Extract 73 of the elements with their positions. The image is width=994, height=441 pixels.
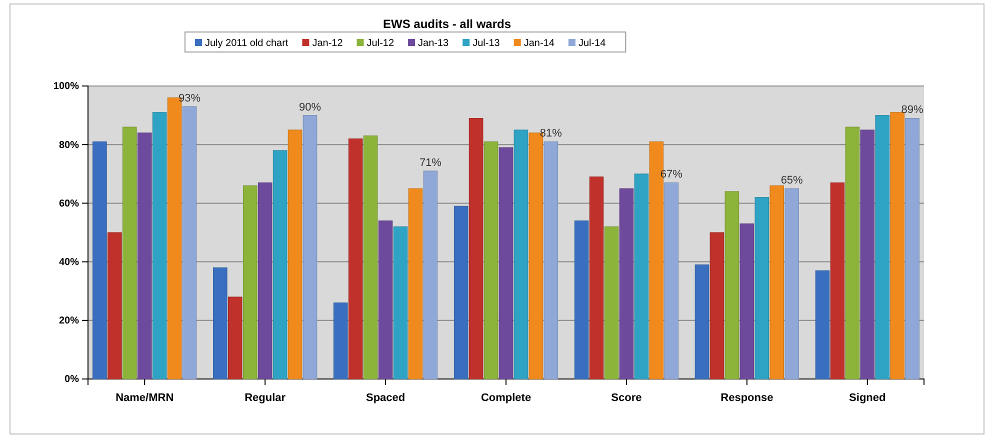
data-label: 81% — [540, 128, 562, 140]
y-tick-label: 60% — [58, 198, 80, 210]
bar — [784, 188, 799, 380]
bar — [348, 138, 363, 380]
legend-label: Jan-12 — [312, 38, 344, 49]
bar — [664, 182, 679, 380]
legend-label: Jul-13 — [472, 38, 500, 49]
y-tick-label: 40% — [58, 257, 80, 268]
bar — [378, 220, 393, 380]
y-tick-label: 0% — [64, 374, 80, 386]
bar — [242, 185, 258, 380]
bar — [860, 130, 875, 380]
bar — [152, 112, 167, 380]
bar — [363, 136, 378, 380]
bar — [845, 126, 860, 380]
x-tick-label: Name/MRN — [116, 392, 174, 404]
x-tick-label: Signed — [849, 392, 886, 404]
y-tick-label: 20% — [58, 316, 80, 327]
data-label: 71% — [419, 156, 442, 169]
bar — [589, 176, 604, 380]
legend-label: Jan-14 — [524, 38, 555, 49]
bar — [724, 191, 740, 380]
legend-label: July 2011 old chart — [205, 38, 288, 49]
bar — [890, 112, 904, 380]
bar — [108, 232, 122, 380]
bar — [830, 182, 845, 380]
bar — [514, 130, 528, 380]
bar — [468, 118, 484, 380]
legend-label: Jul-12 — [366, 38, 394, 49]
bar — [393, 226, 408, 380]
bar — [574, 220, 589, 380]
bar — [272, 150, 288, 380]
chart-title: EWS audits - all wards — [382, 17, 512, 31]
data-label: 93% — [178, 92, 201, 105]
legend-label: Jan-13 — [418, 38, 450, 49]
bar — [454, 206, 468, 380]
bar — [694, 264, 710, 380]
bar — [544, 141, 558, 380]
bar — [302, 115, 318, 380]
bar — [408, 188, 423, 380]
bar — [619, 188, 634, 380]
bar — [258, 182, 272, 380]
bar — [754, 197, 770, 380]
bar — [423, 170, 438, 380]
legend-label: Jul-14 — [578, 38, 606, 49]
bar — [122, 126, 137, 380]
x-tick-label: Spaced — [366, 392, 406, 404]
x-tick-label: Complete — [480, 392, 532, 404]
bar — [634, 174, 649, 380]
bar — [288, 130, 302, 380]
bar — [137, 132, 152, 380]
bar — [604, 226, 619, 380]
bar — [228, 296, 242, 380]
bar — [484, 141, 498, 380]
bar — [875, 115, 890, 380]
y-tick-label: 100% — [53, 81, 80, 92]
bar — [770, 185, 784, 380]
bar — [498, 147, 514, 380]
bar — [92, 141, 107, 380]
x-tick-label: Score — [611, 392, 642, 404]
bar — [710, 232, 724, 380]
x-tick-label: Response — [720, 392, 774, 404]
bar — [815, 270, 830, 380]
bar — [905, 118, 920, 380]
bar — [182, 106, 197, 380]
data-label: 65% — [780, 174, 804, 187]
data-label: 89% — [901, 104, 924, 116]
data-label: 90% — [298, 101, 322, 114]
bar — [333, 302, 348, 380]
bar — [740, 223, 754, 380]
y-tick-label: 80% — [58, 140, 80, 151]
bar — [213, 267, 228, 380]
x-tick-label: Regular — [244, 392, 286, 404]
